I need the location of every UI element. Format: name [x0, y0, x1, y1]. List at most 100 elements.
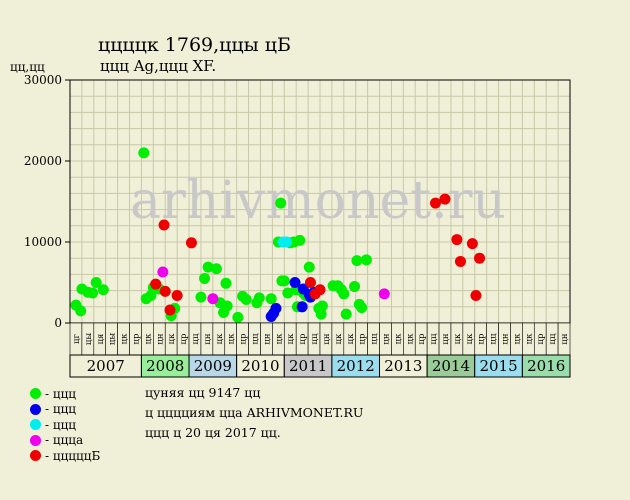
- x-period-label: цк: [393, 333, 403, 344]
- year-label: 2015: [479, 357, 517, 375]
- legend-dot-icon: [30, 388, 41, 400]
- x-period-label: цн: [203, 333, 213, 344]
- x-period-label: цц: [251, 333, 261, 344]
- data-point: [474, 252, 486, 264]
- data-point: [90, 277, 102, 288]
- note-source: ц цццциям цца ARHIVMONET.RU: [145, 405, 364, 420]
- data-point: [466, 238, 478, 250]
- y-tick-label: 30000: [24, 73, 62, 87]
- data-point: [275, 197, 287, 209]
- data-point: [221, 300, 233, 312]
- data-point: [202, 261, 214, 273]
- notes: цуняя цц 9147 цц ц цццциям цца ARHIVMONE…: [145, 383, 363, 443]
- x-period-label: цк: [274, 333, 284, 344]
- legend-item: - ццц: [30, 386, 150, 402]
- data-point: [158, 219, 170, 231]
- year-band: [521, 354, 571, 378]
- note-date: ццц ц 20 ця 2017 цц.: [145, 425, 281, 440]
- x-period-label: цц: [191, 333, 201, 344]
- data-point: [303, 261, 315, 273]
- year-label: 2013: [384, 357, 422, 375]
- legend-dot-icon: [30, 434, 41, 446]
- data-point: [454, 255, 466, 267]
- year-label: 2007: [87, 357, 125, 375]
- data-point: [289, 277, 301, 288]
- x-period-label: цр: [179, 333, 189, 344]
- legend-dot-icon: [30, 403, 41, 415]
- legend-dot-icon: [30, 450, 41, 462]
- data-point: [304, 277, 316, 288]
- x-period-label: цк: [227, 333, 237, 344]
- x-period-label: цг: [72, 333, 82, 343]
- data-point: [294, 234, 306, 246]
- x-period-label: цк: [453, 333, 463, 344]
- x-period-label: цк: [512, 333, 522, 344]
- data-point: [232, 311, 244, 323]
- data-point: [138, 147, 150, 159]
- data-point: [340, 308, 352, 320]
- data-point: [157, 266, 169, 278]
- legend-item: - ццца: [30, 433, 150, 449]
- data-point: [315, 308, 327, 320]
- data-point: [351, 255, 363, 267]
- year-label: 2014: [432, 357, 470, 375]
- x-period-label: цк: [143, 333, 153, 344]
- data-point: [296, 301, 308, 313]
- data-point: [75, 305, 87, 317]
- x-period-label: цн: [441, 333, 451, 344]
- data-point: [281, 236, 293, 248]
- legend-label: - ццц: [45, 402, 77, 417]
- legend-label: - ццц: [45, 417, 77, 432]
- x-period-label: цц: [310, 333, 320, 344]
- data-point: [164, 304, 176, 316]
- data-point: [378, 288, 390, 300]
- data-point: [240, 294, 252, 306]
- data-point: [253, 292, 265, 304]
- x-axis-labels: цг цы ця цы цк цр цк цн цк цр цц цн цк цк цр цц цн цк цк цр…: [69, 322, 571, 378]
- data-point: [282, 287, 294, 299]
- x-period-label: цр: [536, 333, 546, 344]
- x-period-label: цк: [167, 333, 177, 344]
- y-tick-label: 10000: [24, 235, 62, 249]
- x-period-label: цц: [370, 333, 380, 344]
- x-period-label: цр: [131, 333, 141, 344]
- legend-item: - цццццБ: [30, 448, 150, 464]
- data-point: [316, 300, 328, 312]
- x-period-label: цк: [120, 333, 130, 344]
- axes: 0 10000 20000 30000: [24, 73, 571, 330]
- legend-label: - ццца: [45, 433, 84, 448]
- note-average: цуняя цц 9147 цц: [145, 385, 261, 400]
- x-period-label: цк: [286, 333, 296, 344]
- data-point: [439, 193, 451, 205]
- data-point: [220, 277, 232, 289]
- x-period-label: цц: [489, 333, 499, 344]
- x-period-label: цн: [381, 333, 391, 344]
- year-label: 2011: [289, 357, 327, 375]
- legend-label: - ццц: [45, 386, 77, 401]
- x-period-label: цн: [322, 333, 332, 344]
- x-period-label: цр: [298, 333, 308, 344]
- x-period-label: цы: [108, 333, 118, 345]
- x-period-label: цн: [501, 333, 511, 344]
- x-period-label: цк: [524, 333, 534, 344]
- x-period-label: цр: [239, 333, 249, 344]
- data-point: [349, 281, 361, 293]
- y-axis-unit: цц,цц: [10, 60, 45, 74]
- x-period-label: цн: [560, 333, 570, 344]
- data-point: [87, 287, 99, 299]
- data-point: [97, 284, 109, 296]
- legend-item: - ццц: [30, 402, 150, 418]
- chart-title: ццццк 1769,ццы цБ: [98, 34, 291, 56]
- x-period-label: цр: [417, 333, 427, 344]
- legend-dot-icon: [30, 419, 41, 431]
- x-period-label: цк: [334, 333, 344, 344]
- y-tick-label: 20000: [24, 154, 62, 168]
- data-point: [150, 278, 162, 290]
- data-points: [70, 147, 486, 323]
- x-period-label: цр: [477, 333, 487, 344]
- legend-item: - ццц: [30, 417, 150, 433]
- data-point: [451, 234, 463, 246]
- x-period-label: цн: [262, 333, 272, 344]
